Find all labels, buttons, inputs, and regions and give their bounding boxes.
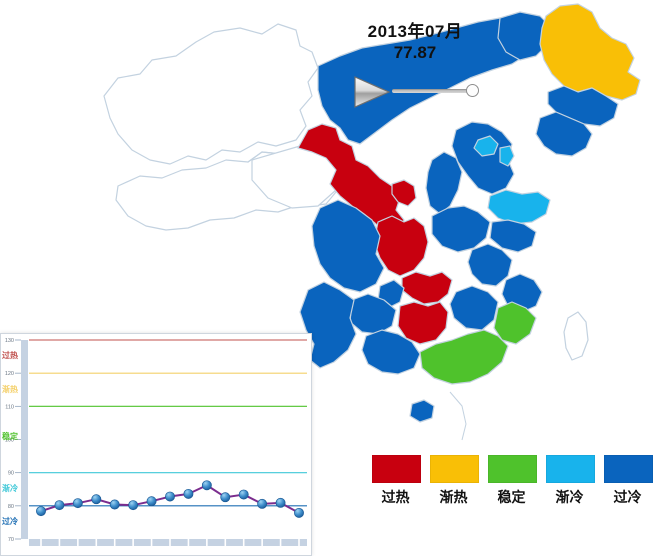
- province-hainan[interactable]: [409, 399, 435, 423]
- band-label: 过热: [2, 350, 18, 360]
- data-point: [220, 492, 231, 503]
- province-hubei[interactable]: [401, 271, 453, 305]
- province-shanxi[interactable]: [425, 151, 463, 215]
- china-choropleth-map[interactable]: [0, 0, 665, 470]
- x-axis-band: [29, 539, 307, 546]
- province-guangdong[interactable]: [419, 329, 509, 385]
- data-point: [165, 491, 175, 502]
- legend-swatch-stable: [488, 455, 537, 483]
- plot-area: [29, 340, 307, 539]
- y-tick-label: 110: [5, 404, 14, 410]
- data-point: [146, 496, 157, 507]
- legend-item[interactable]: 渐冷: [546, 455, 595, 510]
- data-point: [257, 498, 268, 509]
- province-taiwan[interactable]: [563, 311, 589, 361]
- legend-item[interactable]: 稳定: [488, 455, 537, 510]
- data-point: [275, 497, 286, 508]
- legend-swatch-overheated: [372, 455, 421, 483]
- y-tick-label: 70: [8, 537, 14, 543]
- province-heilongjiang[interactable]: [539, 3, 641, 101]
- data-point: [128, 500, 139, 511]
- data-point: [109, 499, 120, 510]
- province-inner-mongolia[interactable]: [317, 17, 535, 145]
- band-label: 渐冷: [2, 483, 18, 493]
- province-guangxi[interactable]: [361, 329, 421, 375]
- legend-label: 渐冷: [555, 490, 584, 506]
- band-label: 渐热: [2, 384, 18, 394]
- province-beijing[interactable]: [473, 135, 499, 157]
- y-tick-label: 130: [5, 338, 14, 344]
- province-liaoning[interactable]: [535, 111, 593, 157]
- province-jiangsu[interactable]: [489, 219, 537, 253]
- map-svg: [103, 3, 641, 441]
- band-label: 稳定: [2, 431, 18, 441]
- y-tick-label: 80: [8, 504, 14, 510]
- province-shandong[interactable]: [487, 189, 551, 225]
- province-anhui[interactable]: [467, 243, 513, 287]
- data-point: [294, 507, 304, 518]
- data-point: [183, 488, 194, 499]
- province-guizhou[interactable]: [349, 293, 397, 335]
- province-gansu[interactable]: [297, 123, 405, 235]
- province-shaanxi[interactable]: [373, 215, 429, 277]
- province-hunan[interactable]: [397, 301, 449, 345]
- legend-item[interactable]: 过热: [372, 455, 421, 510]
- province-yunnan[interactable]: [299, 281, 357, 369]
- legend-label: 过热: [381, 490, 410, 506]
- legend-swatch-cooling: [546, 455, 595, 483]
- data-point: [54, 500, 65, 511]
- legend-label: 过冷: [613, 490, 642, 506]
- timeline-date-label: 2013年07月: [367, 22, 463, 41]
- legend-swatch-warming: [430, 455, 479, 483]
- province-hebei[interactable]: [451, 121, 515, 195]
- timeline-slider-handle[interactable]: [466, 84, 479, 97]
- province-henan[interactable]: [431, 205, 491, 253]
- timeline-slider-row: [340, 72, 490, 108]
- y-axis-band: [21, 340, 28, 539]
- province-sichuan[interactable]: [311, 199, 385, 293]
- y-tick-label: 100: [5, 438, 14, 444]
- legend-item[interactable]: 渐热: [430, 455, 479, 510]
- timeline-slider-track[interactable]: [392, 89, 472, 93]
- legend-label: 渐热: [439, 490, 468, 506]
- y-tick-label: 120: [5, 371, 14, 377]
- timeline-control[interactable]: 2013年07月 77.87: [340, 22, 490, 112]
- band-label: 过冷: [2, 516, 18, 526]
- legend-swatch-overcooled: [604, 455, 653, 483]
- province-jiangxi[interactable]: [449, 285, 499, 331]
- south-sea-boundary: [449, 391, 467, 441]
- timeline-value-label: 77.87: [393, 43, 437, 62]
- data-point: [72, 498, 83, 509]
- province-xinjiang[interactable]: [103, 23, 319, 165]
- legend-item[interactable]: 过冷: [604, 455, 653, 510]
- map-legend: 过热 渐热 稳定 渐冷 过冷: [372, 455, 657, 510]
- legend-label: 稳定: [497, 490, 526, 506]
- data-point: [238, 489, 249, 500]
- province-ningxia[interactable]: [391, 179, 417, 207]
- y-tick-label: 90: [8, 471, 14, 477]
- data-point: [91, 494, 102, 505]
- province-fujian[interactable]: [493, 301, 537, 345]
- data-point: [201, 480, 212, 491]
- province-tianjin[interactable]: [499, 145, 515, 167]
- data-point: [36, 506, 46, 517]
